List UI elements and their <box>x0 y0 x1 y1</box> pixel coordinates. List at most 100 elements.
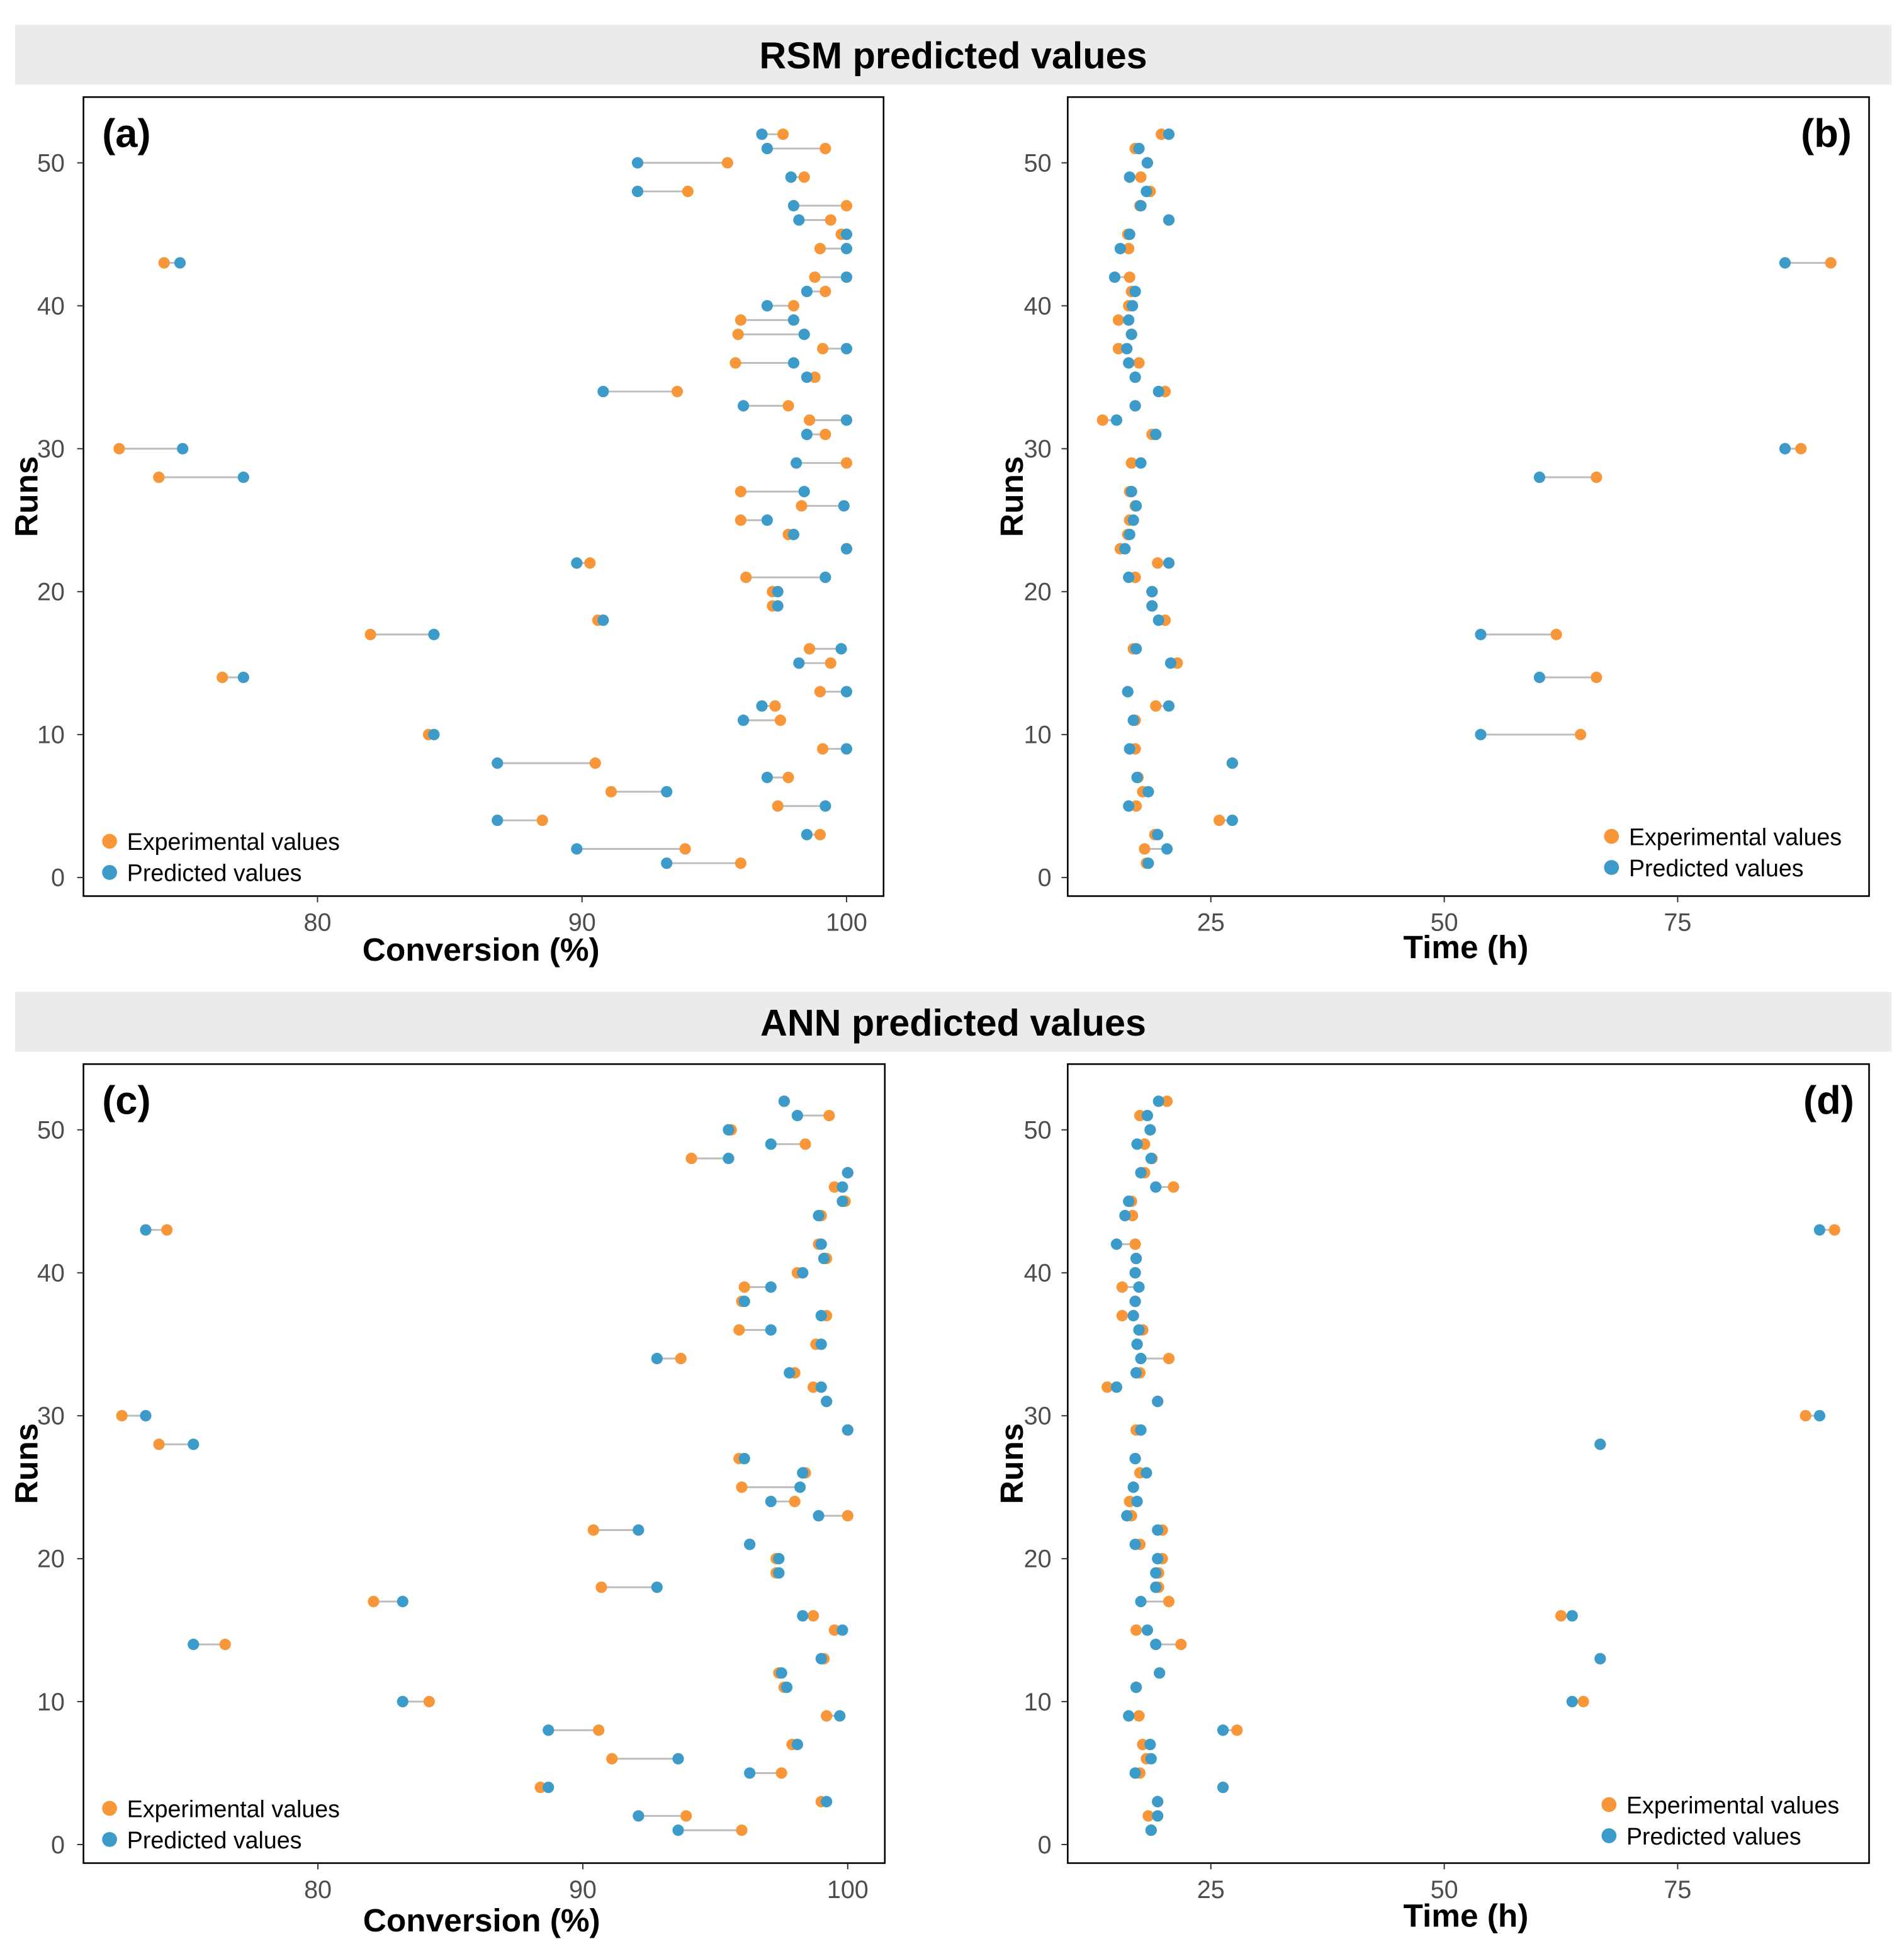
predicted-point <box>672 1753 684 1765</box>
x-tick-label: 25 <box>1197 1876 1225 1904</box>
predicted-point <box>837 1624 848 1636</box>
predicted-point <box>140 1224 152 1236</box>
predicted-point <box>756 128 768 140</box>
strip-title-ann: ANN predicted values <box>760 1002 1146 1044</box>
legend-predicted-label: Predicted values <box>1629 855 1804 881</box>
predicted-point <box>801 428 813 441</box>
experimental-point <box>814 828 826 840</box>
predicted-point <box>821 1795 833 1807</box>
experimental-point <box>1214 814 1225 827</box>
predicted-point <box>1226 814 1238 827</box>
y-axis-title: Runs <box>993 456 1030 537</box>
experimental-point <box>534 1782 546 1794</box>
experimental-point <box>536 814 548 827</box>
predicted-point <box>775 1667 787 1679</box>
predicted-point <box>765 1281 777 1293</box>
experimental-point <box>840 457 853 469</box>
predicted-point <box>1124 528 1135 541</box>
predicted-point <box>801 828 813 840</box>
predicted-point <box>1533 472 1545 483</box>
experimental-point <box>772 800 784 812</box>
predicted-point <box>188 1639 200 1651</box>
y-tick-label: 20 <box>1024 1546 1052 1573</box>
experimental-point <box>153 1438 165 1450</box>
experimental-point <box>1175 1639 1187 1651</box>
experimental-point <box>782 400 794 412</box>
experimental-point <box>1161 1095 1173 1107</box>
predicted-point <box>1130 643 1142 655</box>
experimental-point <box>1591 472 1603 483</box>
y-tick-label: 40 <box>1024 293 1052 320</box>
predicted-point <box>840 743 853 755</box>
predicted-point <box>798 485 810 497</box>
predicted-point <box>1150 1639 1162 1651</box>
experimental-point <box>1116 1281 1128 1293</box>
predicted-point <box>737 715 750 726</box>
experimental-point <box>782 771 794 784</box>
experimental-point <box>809 271 821 283</box>
predicted-point <box>1121 342 1133 354</box>
predicted-point <box>834 1710 846 1722</box>
predicted-point <box>840 543 853 555</box>
predicted-point <box>597 385 609 398</box>
y-tick-label: 50 <box>1024 1117 1052 1144</box>
predicted-point <box>1779 257 1791 269</box>
predicted-point <box>1130 500 1142 512</box>
predicted-point <box>1129 371 1141 383</box>
predicted-point <box>1475 728 1487 740</box>
experimental-point <box>1550 628 1562 641</box>
predicted-point <box>772 600 784 612</box>
predicted-point <box>820 800 831 812</box>
predicted-point <box>1127 514 1139 526</box>
experimental-point <box>825 214 837 226</box>
predicted-point <box>492 757 504 769</box>
predicted-point <box>571 843 583 855</box>
experimental-point <box>1135 171 1147 183</box>
predicted-point <box>738 1296 750 1308</box>
x-axis-title: Conversion (%) <box>363 931 600 968</box>
predicted-point <box>744 1539 756 1551</box>
predicted-point <box>1145 1153 1157 1165</box>
panel-b: 0 10 20 30 40 50 25 50 75 Time (h) Runs (b) Experime… <box>993 96 1870 965</box>
predicted-point <box>835 643 847 655</box>
experimental-point <box>733 1324 745 1336</box>
predicted-point <box>801 371 813 383</box>
predicted-point <box>793 657 805 669</box>
experimental-point <box>1112 342 1124 354</box>
experimental-point <box>814 242 826 254</box>
predicted-point <box>1152 385 1164 398</box>
experimental-point <box>799 1138 811 1150</box>
predicted-point <box>1152 614 1164 626</box>
predicted-point <box>1594 1653 1606 1664</box>
predicted-point <box>1141 1624 1153 1636</box>
predicted-point <box>787 200 799 212</box>
experimental-point <box>1163 1352 1175 1365</box>
experimental-point <box>158 257 170 269</box>
predicted-point <box>820 571 831 584</box>
y-axis-title: Runs <box>8 456 44 537</box>
predicted-point <box>791 1109 803 1122</box>
experimental-point <box>735 514 746 526</box>
predicted-point <box>1152 1795 1164 1807</box>
y-tick-label: 40 <box>1024 1260 1052 1287</box>
predicted-point <box>397 1695 408 1708</box>
experimental-point <box>735 485 746 497</box>
predicted-point <box>1163 700 1175 712</box>
predicted-point <box>723 1124 735 1136</box>
predicted-point <box>633 1810 645 1822</box>
experimental-point <box>1163 1595 1175 1608</box>
predicted-point <box>1130 1367 1142 1379</box>
legend-predicted-label: Predicted values <box>1626 1823 1801 1850</box>
predicted-point <box>1125 329 1137 341</box>
predicted-point <box>1131 1495 1143 1508</box>
predicted-point <box>813 1510 825 1522</box>
legend-predicted-dot <box>102 1832 117 1847</box>
predicted-point <box>1123 357 1135 369</box>
experimental-point <box>808 1610 820 1622</box>
experimental-point <box>1139 843 1151 855</box>
x-axis-title: Time (h) <box>1404 1897 1529 1933</box>
predicted-point <box>801 285 813 298</box>
predicted-point <box>1226 757 1238 769</box>
experimental-point <box>595 1581 607 1593</box>
experimental-point <box>1130 1624 1142 1636</box>
